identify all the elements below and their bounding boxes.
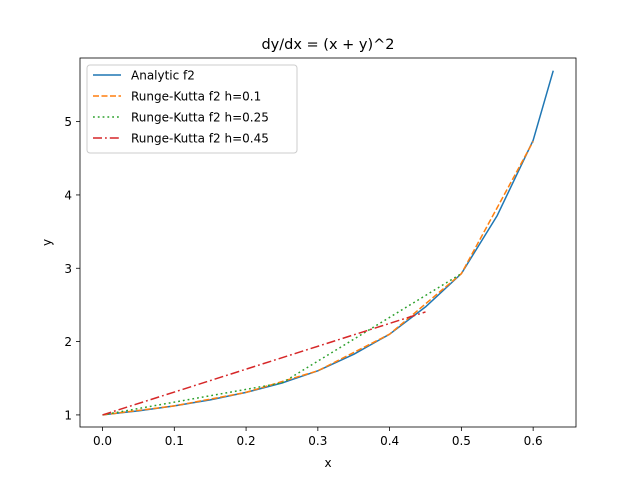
x-axis-label: x xyxy=(324,456,331,470)
series-line-3 xyxy=(102,272,462,416)
legend: Analytic f2 Runge-Kutta f2 h=0.1 Runge-Kut… xyxy=(86,64,298,154)
x-tick-label: 0.1 xyxy=(165,434,184,448)
x-tick-label: 0.6 xyxy=(524,434,543,448)
y-axis: 1 2 3 4 5 xyxy=(64,115,80,422)
legend-label-3: Runge-Kutta f2 h=0.25 xyxy=(131,111,269,125)
x-tick-label: 0.3 xyxy=(308,434,327,448)
x-tick-label: 0.2 xyxy=(237,434,256,448)
y-tick-label: 2 xyxy=(64,335,72,349)
y-tick-label: 1 xyxy=(64,408,72,422)
y-tick-label: 3 xyxy=(64,262,72,276)
y-axis-label: y xyxy=(40,239,54,246)
y-tick-label: 5 xyxy=(64,115,72,129)
axes-frame xyxy=(79,57,577,428)
legend-label-1: Analytic f2 xyxy=(131,69,195,83)
legend-label-2: Runge-Kutta f2 h=0.1 xyxy=(131,90,261,104)
chart-title: dy/dx = (x + y)^2 xyxy=(261,37,394,53)
y-tick-label: 4 xyxy=(64,188,72,202)
series-line-4 xyxy=(102,311,426,416)
legend-box xyxy=(86,64,298,154)
plot-area: 0.0 0.1 0.2 0.3 0.4 0.5 0.6 1 2 3 4 5 xyxy=(64,57,577,448)
series-line-2 xyxy=(102,141,534,416)
x-tick-label: 0.4 xyxy=(380,434,399,448)
x-tick-label: 0.5 xyxy=(452,434,471,448)
legend-label-4: Runge-Kutta f2 h=0.45 xyxy=(131,132,269,146)
x-tick-label: 0.0 xyxy=(93,434,112,448)
series-group xyxy=(102,70,554,416)
x-axis: 0.0 0.1 0.2 0.3 0.4 0.5 0.6 xyxy=(93,427,543,448)
